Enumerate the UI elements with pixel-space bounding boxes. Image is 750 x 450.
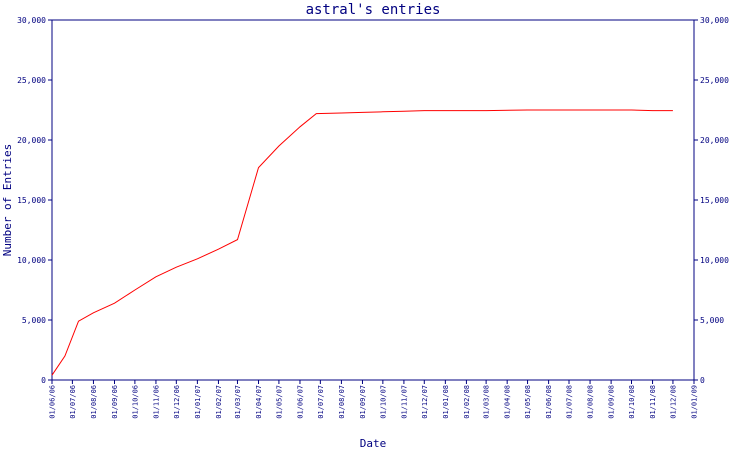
x-tick-label: 01/06/08: [545, 385, 553, 419]
x-tick-label: 01/11/06: [152, 385, 160, 419]
x-tick-label: 01/09/07: [359, 385, 367, 419]
y-tick-label-left: 0: [41, 376, 46, 385]
x-tick-label: 01/07/07: [317, 385, 325, 419]
x-tick-label: 01/08/07: [338, 385, 346, 419]
series-line: [51, 109, 673, 376]
x-tick-label: 01/06/07: [296, 385, 304, 419]
x-tick-label: 01/12/06: [173, 385, 181, 419]
x-tick-label: 01/01/09: [691, 385, 699, 419]
plot-frame: [51, 19, 695, 381]
x-tick-label: 01/04/07: [255, 385, 263, 419]
x-tick-label: 01/02/07: [215, 385, 223, 419]
y-tick-label-right: 20,000: [700, 136, 729, 145]
x-tick-label: 01/09/06: [111, 385, 119, 419]
y-tick-label-left: 30,000: [17, 16, 46, 25]
x-tick-label: 01/08/06: [90, 385, 98, 419]
x-tick-label: 01/03/08: [483, 385, 491, 419]
x-tick-label: 01/03/07: [234, 385, 242, 419]
x-tick-label: 01/10/08: [628, 385, 636, 419]
x-tick-label: 01/05/08: [524, 385, 532, 419]
x-tick-label: 01/12/08: [669, 385, 677, 419]
x-tick-label: 01/12/07: [421, 385, 429, 419]
x-tick-label: 01/09/08: [608, 385, 616, 419]
y-tick-label-right: 30,000: [700, 16, 729, 25]
x-tick-label: 01/10/06: [131, 385, 139, 419]
y-tick-label-left: 25,000: [17, 76, 46, 85]
x-tick-label: 01/02/08: [463, 385, 471, 419]
y-tick-label-left: 5,000: [22, 316, 46, 325]
x-tick-label: 01/01/08: [442, 385, 450, 419]
y-tick-label-left: 10,000: [17, 256, 46, 265]
y-tick-label-right: 25,000: [700, 76, 729, 85]
x-axis-label: Date: [360, 437, 387, 450]
x-tick-label: 01/05/07: [275, 385, 283, 419]
x-tick-label: 01/06/06: [49, 385, 57, 419]
y-tick-label-right: 5,000: [700, 316, 724, 325]
x-tick-label: 01/11/07: [400, 385, 408, 419]
x-tick-label: 01/07/06: [69, 385, 77, 419]
y-tick-label-right: 0: [700, 376, 705, 385]
x-tick-label: 01/07/08: [565, 385, 573, 419]
y-tick-label-right: 15,000: [700, 196, 729, 205]
x-tick-label: 01/10/07: [379, 385, 387, 419]
chart-title: astral's entries: [306, 2, 441, 18]
y-tick-label-left: 20,000: [17, 136, 46, 145]
y-tick-label-left: 15,000: [17, 196, 46, 205]
y-axis-label: Number of Entries: [1, 144, 14, 257]
x-tick-label: 01/11/08: [649, 385, 657, 419]
x-tick-label: 01/04/08: [504, 385, 512, 419]
x-tick-label: 01/08/08: [587, 385, 595, 419]
y-tick-label-right: 10,000: [700, 256, 729, 265]
x-tick-label: 01/01/07: [194, 385, 202, 419]
plot-area: 0 0 5,000 5,000 10,000 10,000 15,000 15,000 20,0…: [17, 16, 729, 419]
